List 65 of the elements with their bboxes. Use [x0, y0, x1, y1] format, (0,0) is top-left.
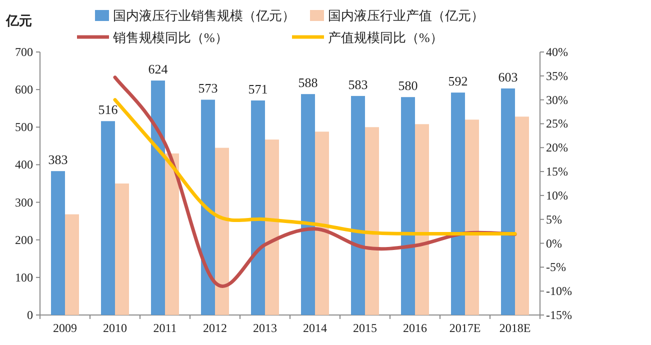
y2-tick-label: 5%: [546, 212, 562, 226]
bar: [115, 184, 129, 315]
y-tick-label: 600: [15, 82, 33, 97]
y2-tick-label: 30%: [546, 92, 568, 107]
bar: [351, 96, 365, 315]
y2-tick-label: 40%: [546, 45, 568, 59]
bar: [501, 88, 515, 315]
x-tick-label: 2011: [153, 321, 177, 335]
data-label: 580: [398, 78, 418, 94]
y2-tick-label: 20%: [546, 140, 568, 155]
bar: [251, 100, 265, 315]
y-axis-title: 亿元: [5, 13, 32, 28]
bar: [365, 127, 379, 315]
data-label: 516: [98, 102, 118, 118]
data-label: 571: [248, 81, 268, 96]
y2-tick-label: -10%: [546, 284, 572, 298]
bar: [401, 97, 415, 315]
bar: [165, 153, 179, 315]
bar: [301, 94, 315, 315]
bar: [65, 214, 79, 315]
data-label: 592: [448, 74, 468, 89]
x-tick-label: 2017E: [449, 321, 481, 335]
data-label: 383: [48, 152, 68, 168]
y2-tick-label: 10%: [546, 188, 568, 202]
bar: [51, 171, 65, 315]
y-tick-label: 700: [15, 45, 33, 59]
y-tick-label: 500: [15, 120, 33, 134]
bar: [215, 148, 229, 315]
x-tick-label: 2010: [103, 321, 127, 335]
y2-tick-label: 0%: [546, 236, 562, 250]
x-tick-label: 2016: [403, 321, 427, 335]
y-tick-label: 200: [15, 232, 33, 247]
y-tick-label: 100: [15, 270, 33, 284]
x-tick-label: 2015: [353, 321, 377, 335]
bar: [151, 80, 165, 315]
y2-tick-label: 35%: [546, 68, 568, 83]
bar: [515, 116, 529, 315]
data-label: 583: [348, 76, 368, 92]
y-tick-label: 400: [15, 158, 33, 172]
legend-label: 销售规模同比（%）: [112, 30, 228, 45]
legend-label: 国内液压行业产值（亿元）: [328, 8, 484, 23]
bar: [265, 140, 279, 315]
bar: [415, 124, 429, 315]
x-tick-label: 2012: [203, 321, 227, 335]
x-tick-label: 2013: [253, 321, 277, 335]
data-label: 573: [198, 80, 218, 96]
data-label: 624: [148, 62, 168, 77]
legend-label: 国内液压行业销售规模（亿元）: [113, 8, 295, 23]
legend-label: 产值规模同比（%）: [328, 30, 443, 45]
bar: [451, 92, 465, 315]
bar: [101, 121, 115, 315]
data-label: 603: [498, 69, 518, 84]
y2-tick-label: 25%: [546, 116, 568, 131]
bar: [315, 132, 329, 315]
x-tick-label: 2018E: [499, 321, 531, 335]
y2-tick-label: -5%: [546, 260, 566, 274]
bar: [201, 100, 215, 315]
y-tick-label: 300: [15, 195, 33, 210]
data-label: 588: [298, 75, 318, 90]
x-tick-label: 2014: [303, 321, 327, 335]
y2-tick-label: 15%: [546, 164, 568, 179]
y2-tick-label: -15%: [546, 308, 572, 322]
bar: [465, 120, 479, 315]
x-tick-label: 2009: [53, 321, 77, 335]
y-tick-label: 0: [27, 308, 33, 322]
